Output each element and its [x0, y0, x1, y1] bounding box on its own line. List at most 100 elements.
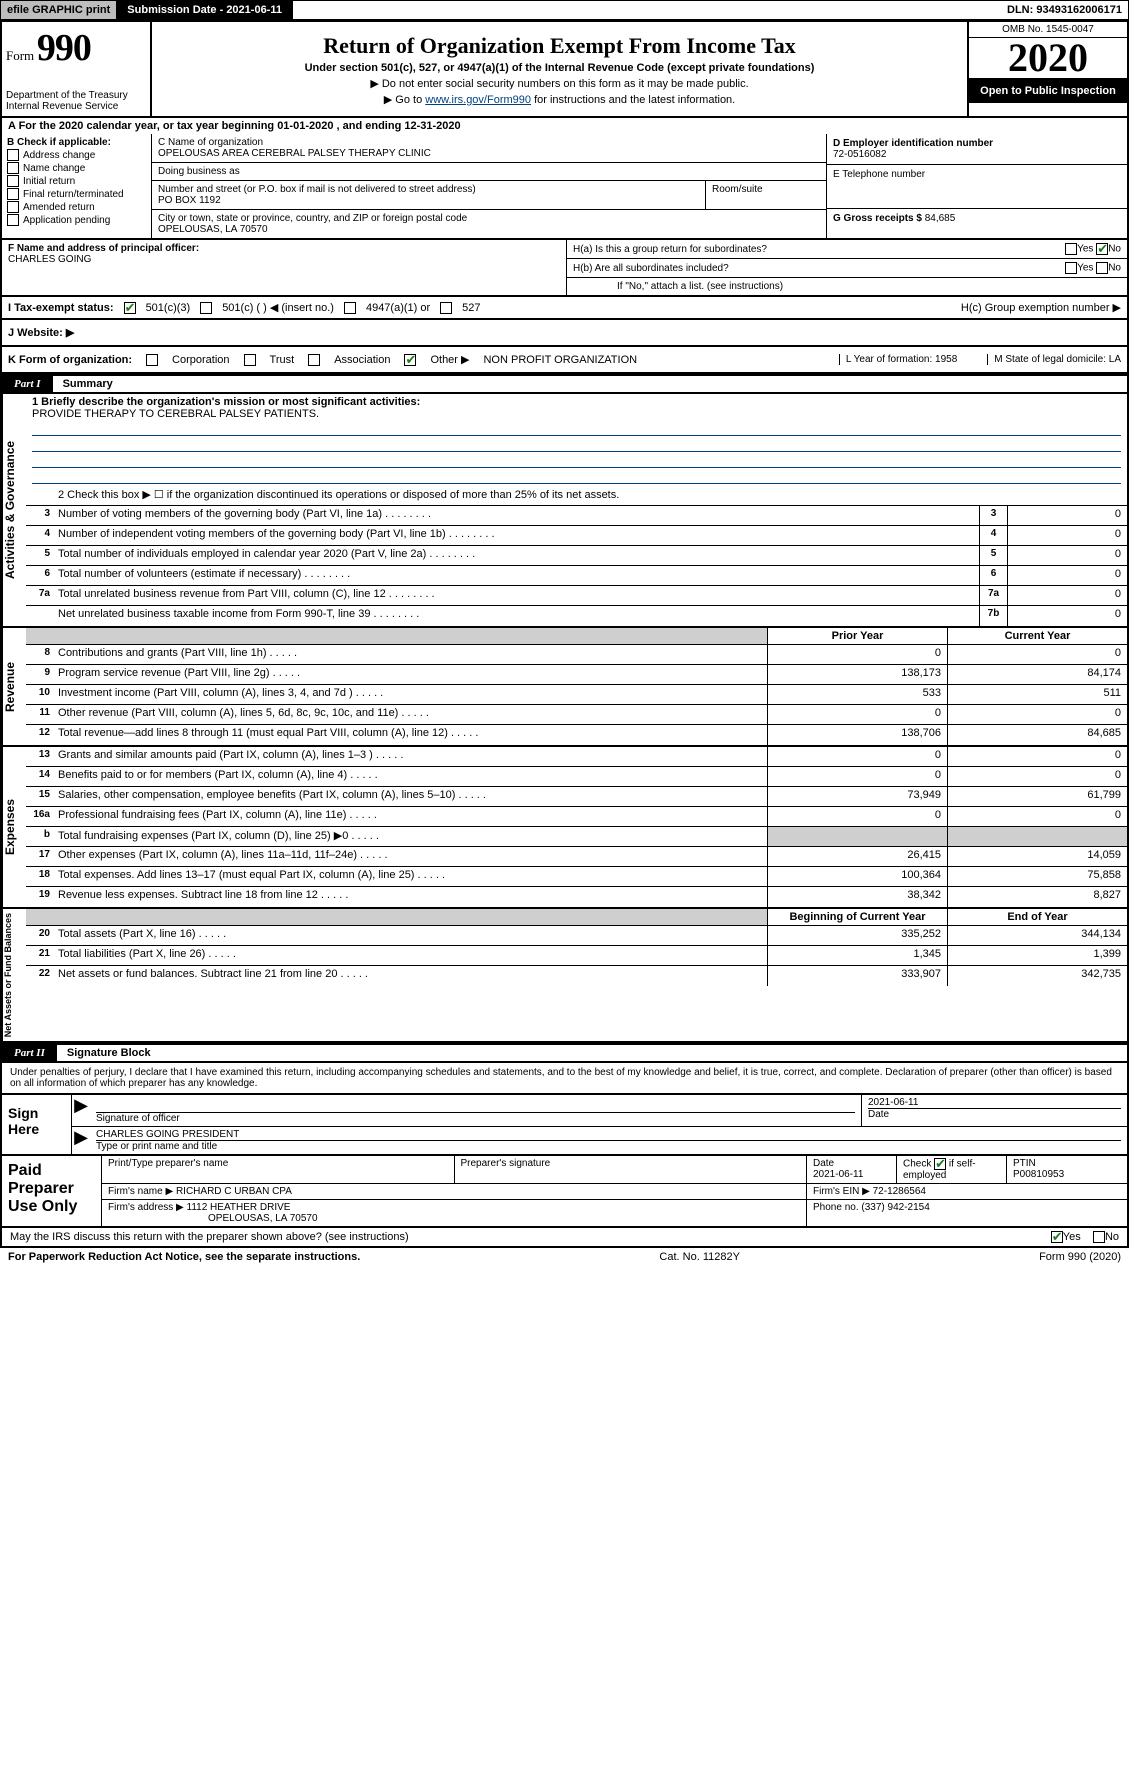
j-label: J Website: ▶: [8, 326, 74, 339]
section-j: J Website: ▶: [0, 320, 1129, 347]
arrow-icon: ▶: [72, 1095, 90, 1126]
discuss-no[interactable]: [1093, 1231, 1105, 1243]
c-name-label: C Name of organization: [158, 137, 820, 148]
table-row: Professional fundraising fees (Part IX, …: [54, 807, 767, 826]
prep-name-header: Print/Type preparer's name: [102, 1156, 455, 1183]
topbar: efile GRAPHIC print Submission Date - 20…: [0, 0, 1129, 20]
part1-header: Part I Summary: [0, 374, 1129, 394]
chk-501c3[interactable]: [124, 302, 136, 314]
header-mid: Return of Organization Exempt From Incom…: [152, 22, 967, 116]
chk-corp[interactable]: [146, 354, 158, 366]
tab-gov: Activities & Governance: [2, 394, 26, 626]
table-row: Contributions and grants (Part VIII, lin…: [54, 645, 767, 664]
chk-501c[interactable]: [200, 302, 212, 314]
chk-self-employed[interactable]: [934, 1158, 946, 1170]
prep-sig-header: Preparer's signature: [455, 1156, 808, 1183]
hb-note: If "No," attach a list. (see instruction…: [567, 278, 1127, 295]
chk-amended[interactable]: [7, 201, 19, 213]
firm-ein: 72-1286564: [873, 1186, 926, 1197]
sig-date: 2021-06-11: [868, 1097, 1121, 1109]
chk-assoc[interactable]: [308, 354, 320, 366]
section-i: I Tax-exempt status: 501(c)(3) 501(c) ( …: [0, 297, 1129, 320]
summary-net: Net Assets or Fund Balances Beginning of…: [0, 909, 1129, 1043]
arrow-icon: ▶: [72, 1127, 90, 1154]
k-label: K Form of organization:: [8, 354, 132, 366]
hc-label: H(c) Group exemption number ▶: [961, 301, 1121, 314]
current-year-header: Current Year: [947, 628, 1127, 644]
chk-4947[interactable]: [344, 302, 356, 314]
table-row: Number of independent voting members of …: [54, 526, 979, 545]
hb-yes[interactable]: [1065, 262, 1077, 274]
phone: (337) 942-2154: [861, 1202, 929, 1213]
firm-addr2: OPELOUSAS, LA 70570: [108, 1213, 318, 1224]
b-label: B Check if applicable:: [7, 137, 146, 148]
mission-text: PROVIDE THERAPY TO CEREBRAL PALSEY PATIE…: [32, 408, 1121, 420]
chk-initial-return[interactable]: [7, 175, 19, 187]
g-label: G Gross receipts $: [833, 213, 922, 224]
table-row: Net assets or fund balances. Subtract li…: [54, 966, 767, 986]
sign-here-block: Sign Here ▶ Signature of officer 2021-06…: [0, 1095, 1129, 1156]
ptin: P00810953: [1013, 1169, 1121, 1180]
open-public: Open to Public Inspection: [969, 79, 1127, 103]
table-row: Total number of individuals employed in …: [54, 546, 979, 565]
form-header: Form 990 Department of the Treasury Inte…: [0, 20, 1129, 118]
f-label: F Name and address of principal officer:: [8, 243, 560, 254]
table-row: Benefits paid to or for members (Part IX…: [54, 767, 767, 786]
sign-here-label: Sign Here: [2, 1095, 72, 1154]
table-row: Investment income (Part VIII, column (A)…: [54, 685, 767, 704]
paid-label: Paid Preparer Use Only: [2, 1156, 102, 1226]
discuss-label: May the IRS discuss this return with the…: [10, 1231, 409, 1243]
section-b: B Check if applicable: Address change Na…: [2, 134, 152, 238]
tab-rev: Revenue: [2, 628, 26, 745]
table-row: Total revenue—add lines 8 through 11 (mu…: [54, 725, 767, 745]
addr-label: Number and street (or P.O. box if mail i…: [158, 184, 476, 195]
other-val: NON PROFIT ORGANIZATION: [483, 354, 637, 366]
d-label: D Employer identification number: [833, 138, 1121, 149]
irs-link[interactable]: www.irs.gov/Form990: [425, 94, 531, 106]
ha-no[interactable]: [1096, 243, 1108, 255]
e-label: E Telephone number: [833, 169, 1121, 180]
summary-exp: Expenses 13 Grants and similar amounts p…: [0, 747, 1129, 909]
chk-527[interactable]: [440, 302, 452, 314]
summary-gov: Activities & Governance 1 Briefly descri…: [0, 394, 1129, 628]
chk-trust[interactable]: [244, 354, 256, 366]
beginning-header: Beginning of Current Year: [767, 909, 947, 925]
prior-year-header: Prior Year: [767, 628, 947, 644]
part1-label: Part I: [2, 376, 53, 392]
ha-yes[interactable]: [1065, 243, 1077, 255]
section-deg: D Employer identification number 72-0516…: [827, 134, 1127, 238]
tax-year: 2020: [969, 38, 1127, 79]
chk-address-change[interactable]: [7, 149, 19, 161]
chk-name-change[interactable]: [7, 162, 19, 174]
cat-no: Cat. No. 11282Y: [659, 1251, 740, 1263]
part1-title: Summary: [53, 376, 1127, 392]
form-title: Return of Organization Exempt From Incom…: [162, 33, 957, 59]
hb-label: H(b) Are all subordinates included?: [573, 263, 729, 274]
table-row: Other revenue (Part VIII, column (A), li…: [54, 705, 767, 724]
org-info-block: B Check if applicable: Address change Na…: [0, 134, 1129, 240]
tab-net: Net Assets or Fund Balances: [2, 909, 26, 1041]
officer-sig-label: Signature of officer: [96, 1113, 855, 1124]
table-row: Grants and similar amounts paid (Part IX…: [54, 747, 767, 766]
officer-name: CHARLES GOING PRESIDENT: [96, 1129, 1121, 1141]
firm-name: RICHARD C URBAN CPA: [176, 1186, 292, 1197]
discuss-yes[interactable]: [1051, 1231, 1063, 1243]
ptin-header: PTIN: [1013, 1158, 1121, 1169]
table-row: Revenue less expenses. Subtract line 18 …: [54, 887, 767, 907]
hb-no[interactable]: [1096, 262, 1108, 274]
tab-exp: Expenses: [2, 747, 26, 907]
paid-preparer-block: Paid Preparer Use Only Print/Type prepar…: [0, 1156, 1129, 1228]
section-k: K Form of organization: Corporation Trus…: [0, 347, 1129, 374]
firm-addr1: 1112 HEATHER DRIVE: [187, 1202, 291, 1213]
form-note2: ▶ Go to www.irs.gov/Form990 for instruct…: [162, 93, 957, 106]
chk-final-return[interactable]: [7, 188, 19, 200]
chk-app-pending[interactable]: [7, 214, 19, 226]
phone-label: Phone no.: [813, 1202, 859, 1213]
mission-label: 1 Briefly describe the organization's mi…: [32, 396, 1121, 408]
i-label: I Tax-exempt status:: [8, 302, 114, 314]
chk-other[interactable]: [404, 354, 416, 366]
table-row: Total fundraising expenses (Part IX, col…: [54, 827, 767, 846]
form-ref: Form 990 (2020): [1039, 1251, 1121, 1263]
submission-date: Submission Date - 2021-06-11: [117, 1, 293, 19]
efile-label[interactable]: efile GRAPHIC print: [1, 1, 117, 19]
